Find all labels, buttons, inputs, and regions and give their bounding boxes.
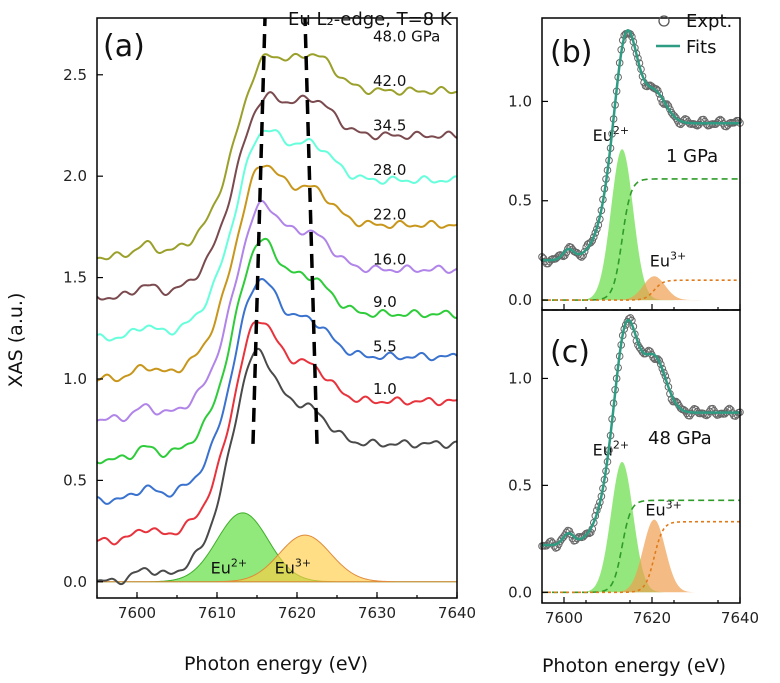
panel-a-ytick-label: 0.0	[63, 573, 87, 591]
panel-c-step-functions	[542, 499, 740, 594]
panel-c-ytick-label: 0.5	[508, 476, 532, 494]
panel-c-fit-line	[542, 318, 740, 547]
panel-a-curve-labels: 1.0 5.5 9.0 16.0 22.0 28.0 34.5 42.0 48.0 GPa	[373, 27, 440, 398]
panel-a-ytick-label: 1.0	[63, 370, 87, 388]
panel-b-component-eu2plus	[542, 149, 740, 301]
series-label-42.0: 42.0	[373, 72, 406, 90]
panel-b-eu3-label: Eu3+	[650, 249, 686, 270]
panel-b-fit-line	[542, 29, 740, 262]
panel-c-eu3-label: Eu3+	[645, 498, 681, 519]
panel-a-frame	[96, 17, 458, 599]
panel-a-ytick-label: 2.0	[63, 167, 87, 185]
panel-a-axes: 7600 7610 7620 7630 7640 0.0 0.5 1.0 1.5 2.0 2.5	[63, 17, 476, 622]
guide-line-2	[303, 17, 319, 444]
series-line-34.5	[96, 129, 458, 342]
series-label-5.5: 5.5	[373, 338, 397, 356]
series-label-1.0: 1.0	[373, 380, 397, 398]
panel-b-ytick-label: 0.5	[508, 192, 532, 210]
panel-c-xlabel: Photon energy (eV)	[542, 655, 726, 677]
panel-c-expt-point	[688, 406, 697, 415]
panel-a-guide-lines	[251, 17, 319, 444]
panel-c-xtick-label: 7600	[545, 609, 583, 627]
panel-c-annotation: 48 GPa	[648, 428, 712, 449]
panel-c-step-2	[542, 520, 740, 594]
panel-c-label: (c)	[550, 335, 590, 370]
series-label-22.0: 22.0	[373, 206, 406, 224]
panel-a-label: (a)	[103, 29, 145, 64]
panel-a-eu3-label: Eu3+	[275, 557, 311, 578]
series-line-28.0	[96, 164, 458, 383]
panel-b-expt-point	[655, 90, 664, 98]
panel-b-label: (b)	[550, 35, 592, 70]
series-line-48.0	[96, 52, 458, 261]
panel-a-xtick-label: 7640	[438, 604, 476, 622]
panel-a-title: Eu L₂-edge, T=8 K	[288, 9, 453, 30]
panel-c: Eu2+Eu3+ 7600 7620 7640 0.0 0.5 1.0 (c) 48 GP…	[508, 309, 759, 677]
panel-b-ytick-label: 1.0	[508, 92, 532, 110]
series-label-28.0: 28.0	[373, 161, 406, 179]
panel-a-eu2-label: Eu2+	[211, 557, 247, 578]
legend-expt-label: Expt.	[686, 11, 732, 32]
panel-b-step-functions	[542, 178, 740, 301]
series-line-42.0	[96, 91, 458, 301]
panel-c-axes: 7600 7620 7640 0.0 0.5 1.0	[508, 309, 759, 627]
series-label-34.5: 34.5	[373, 116, 406, 134]
series-line-16.0	[96, 237, 458, 465]
panel-a-xlabel: Photon energy (eV)	[184, 653, 368, 675]
panel-b: Eu2+ Eu3+ 0.0 0.5 1.0 (b) 1 GPa	[508, 17, 744, 311]
panel-c-curves	[538, 314, 744, 552]
panel-a-xtick-label: 7600	[118, 604, 156, 622]
panel-a-component-fills: Eu2+ Eu3+	[97, 512, 457, 583]
panel-b-component-eu3plus	[542, 276, 740, 301]
series-label-48.0: 48.0 GPa	[373, 27, 440, 45]
panel-a-xtick-label: 7630	[358, 604, 396, 622]
panel-a-ytick-label: 2.5	[63, 66, 87, 84]
panel-c-frame	[541, 309, 741, 604]
legend-fits-label: Fits	[686, 37, 716, 58]
panel-b-step-2	[542, 279, 740, 301]
panel-b-expt-point	[580, 247, 589, 256]
panel-b-curves	[538, 29, 744, 268]
panel-c-xtick-label: 7620	[633, 609, 671, 627]
legend-expt-marker	[658, 15, 670, 27]
panel-b-ytick-label: 0.0	[508, 291, 532, 309]
legend: Expt. Fits	[656, 11, 732, 58]
panel-a-component-eu3plus	[97, 534, 457, 583]
series-label-9.0: 9.0	[373, 293, 397, 311]
panel-a-curves	[96, 52, 458, 586]
panel-c-ytick-label: 1.0	[508, 369, 532, 387]
series-line-5.5	[96, 320, 458, 546]
panel-a-xtick-label: 7620	[278, 604, 316, 622]
panel-b-expt-point	[731, 118, 740, 126]
panel-a-xtick-label: 7610	[198, 604, 236, 622]
panel-a-ytick-label: 1.5	[63, 269, 87, 287]
panel-c-component-eu3plus	[542, 519, 740, 593]
series-line-9.0	[96, 277, 458, 505]
panel-b-eu2-label: Eu2+	[593, 124, 629, 145]
panel-b-annotation: 1 GPa	[666, 146, 718, 167]
panel-a-ytick-label: 0.5	[63, 471, 87, 489]
panel-c-xtick-label: 7640	[721, 609, 759, 627]
panel-b-component-fills: Eu2+ Eu3+	[542, 124, 740, 301]
panel-c-ytick-label: 0.0	[508, 583, 532, 601]
panel-a: Eu2+ Eu3+ 7600 7610 7620 7630 76400.00.51.01.…	[5, 9, 476, 675]
panel-c-component-fills: Eu2+Eu3+	[542, 438, 740, 593]
panel-a-ylabel: XAS (a.u.)	[5, 293, 27, 388]
series-label-16.0: 16.0	[373, 250, 406, 268]
series-line-1.0	[96, 347, 458, 586]
guide-line-1	[251, 17, 267, 444]
series-line-22.0	[96, 199, 458, 423]
